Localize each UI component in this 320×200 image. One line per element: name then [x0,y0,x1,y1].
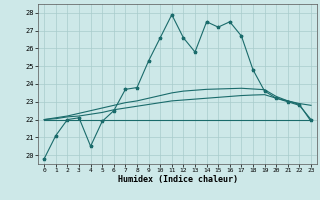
X-axis label: Humidex (Indice chaleur): Humidex (Indice chaleur) [118,175,238,184]
